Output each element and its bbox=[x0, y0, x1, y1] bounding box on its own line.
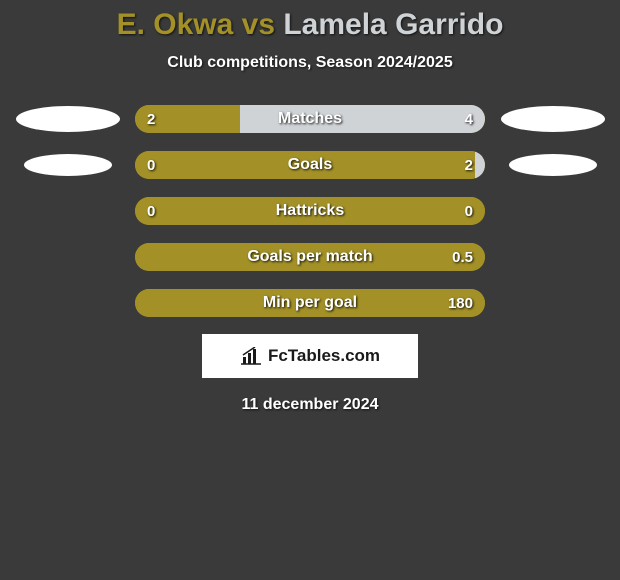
stat-bar: Matches2 4 bbox=[135, 105, 485, 133]
stat-value-right: 0 bbox=[453, 197, 485, 225]
subtitle: Club competitions, Season 2024/2025 bbox=[0, 54, 620, 72]
stat-row: Goals0 2 bbox=[0, 150, 620, 180]
vs-text: vs bbox=[233, 8, 283, 41]
stat-label: Min per goal bbox=[135, 289, 485, 317]
stat-label: Matches bbox=[135, 105, 485, 133]
stat-rows: Matches24Goals02Hattricks00Goals per mat… bbox=[0, 104, 620, 318]
stat-label: Hattricks bbox=[135, 197, 485, 225]
right-badge-slot bbox=[485, 154, 620, 176]
stat-bar: Hattricks0 0 bbox=[135, 197, 485, 225]
team-badge-placeholder bbox=[501, 106, 605, 132]
stat-value-right: 0.5 bbox=[440, 243, 485, 271]
date-text: 11 december 2024 bbox=[0, 396, 620, 414]
stat-row: Min per goal180 bbox=[0, 288, 620, 318]
stat-label: Goals per match bbox=[135, 243, 485, 271]
team-badge-placeholder bbox=[16, 106, 120, 132]
bar-chart-icon bbox=[240, 347, 262, 365]
brand-text: FcTables.com bbox=[268, 346, 380, 366]
comparison-card: E. Okwa vs Lamela Garrido Club competiti… bbox=[0, 0, 620, 414]
brand-box[interactable]: FcTables.com bbox=[202, 334, 418, 378]
stat-value-left bbox=[135, 243, 159, 271]
stat-bar: Min per goal180 bbox=[135, 289, 485, 317]
stat-value-left bbox=[135, 289, 159, 317]
stat-label: Goals bbox=[135, 151, 485, 179]
stat-value-left: 0 bbox=[135, 197, 167, 225]
player-right-name: Lamela Garrido bbox=[283, 8, 503, 41]
right-badge-slot bbox=[485, 106, 620, 132]
stat-bar: Goals0 2 bbox=[135, 151, 485, 179]
page-title: E. Okwa vs Lamela Garrido bbox=[0, 0, 620, 42]
left-badge-slot bbox=[0, 154, 135, 176]
stat-value-right: 180 bbox=[436, 289, 485, 317]
player-left-name: E. Okwa bbox=[117, 8, 234, 41]
stat-row: Goals per match0.5 bbox=[0, 242, 620, 272]
team-badge-placeholder bbox=[509, 154, 597, 176]
stat-value-right: 4 bbox=[453, 105, 485, 133]
stat-row: Hattricks0 0 bbox=[0, 196, 620, 226]
stat-bar: Goals per match0.5 bbox=[135, 243, 485, 271]
left-badge-slot bbox=[0, 106, 135, 132]
stat-row: Matches2 4 bbox=[0, 104, 620, 134]
stat-value-left: 2 bbox=[135, 105, 167, 133]
team-badge-placeholder bbox=[24, 154, 112, 176]
stat-value-right: 2 bbox=[453, 151, 485, 179]
stat-value-left: 0 bbox=[135, 151, 167, 179]
